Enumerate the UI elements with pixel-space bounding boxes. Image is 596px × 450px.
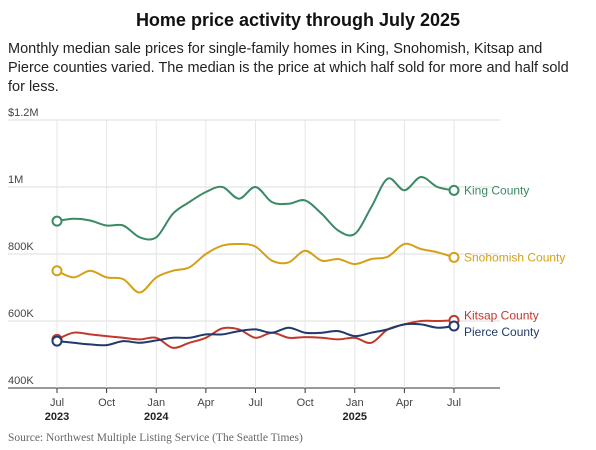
- x-year-label: 2023: [45, 411, 69, 423]
- series-lines: [51, 176, 460, 349]
- king-county-line: [56, 176, 455, 241]
- x-tick-label: Jul: [50, 397, 64, 409]
- x-tick-label: Oct: [297, 397, 314, 409]
- pierce-county-start-point: [51, 335, 63, 347]
- king-county-end-point: [448, 184, 460, 196]
- snohomish-county-line: [56, 242, 455, 294]
- x-year-label: 2024: [144, 411, 169, 423]
- x-year-label: 2025: [343, 411, 367, 423]
- x-tick-label: Jan: [147, 397, 165, 409]
- chart-source: Source: Northwest Multiple Listing Servi…: [8, 432, 303, 444]
- x-tick-label: Jul: [248, 397, 262, 409]
- snohomish-county-end-point: [448, 251, 460, 263]
- series-labels: King County Snohomish County Kitsap County…: [464, 183, 565, 339]
- pierce-county-line: [56, 322, 455, 347]
- y-tick-label: 400K: [8, 375, 34, 387]
- kitsap-county-label: Kitsap County: [464, 308, 539, 322]
- y-tick-label: $1.2M: [8, 107, 39, 119]
- snohomish-county-label: Snohomish County: [464, 250, 565, 264]
- x-tick-label: Apr: [396, 397, 413, 409]
- axes: 400K 600K 800K 1M $1.2M Jul 2023 Oct Jan 2024 Apr J…: [8, 107, 461, 423]
- x-tick-label: Jul: [447, 397, 461, 409]
- chart-subtitle: Monthly median sale prices for single-fa…: [8, 41, 569, 95]
- y-tick-label: 1M: [8, 174, 23, 186]
- x-tick-label: Jan: [346, 397, 364, 409]
- x-tick-label: Oct: [98, 397, 115, 409]
- snohomish-county-start-point: [51, 265, 63, 277]
- king-county-label: King County: [464, 183, 529, 197]
- king-county-start-point: [51, 215, 63, 227]
- y-tick-label: 600K: [8, 308, 34, 320]
- x-tick-label: Apr: [197, 397, 214, 409]
- pierce-county-end-point: [448, 320, 460, 332]
- chart-title: Home price activity through July 2025: [135, 10, 461, 30]
- gridlines: [8, 119, 500, 389]
- pierce-county-label: Pierce County: [464, 325, 539, 339]
- y-tick-label: 800K: [8, 241, 34, 253]
